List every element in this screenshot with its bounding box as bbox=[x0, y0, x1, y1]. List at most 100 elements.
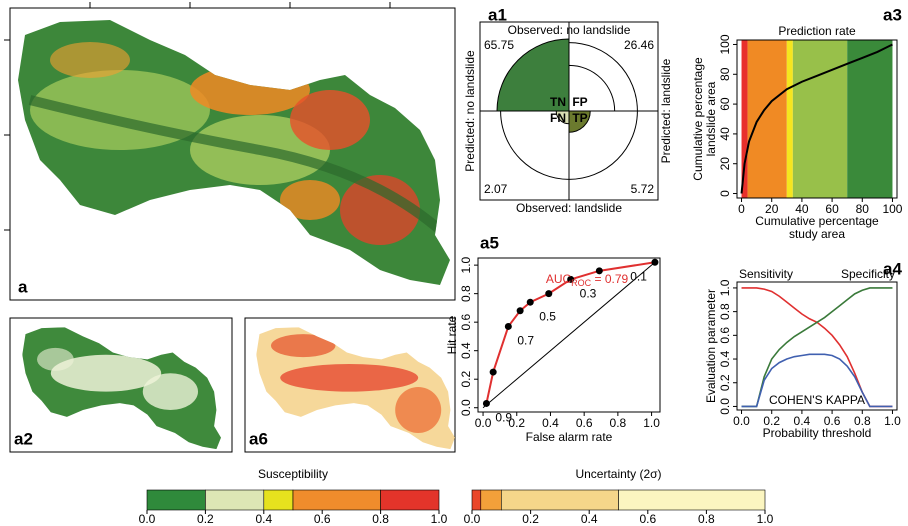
color-segment bbox=[264, 490, 293, 510]
y-tick-label: 0 bbox=[718, 190, 732, 197]
x-tick-label: 1.0 bbox=[431, 512, 448, 526]
x-tick-label: 0.8 bbox=[610, 416, 627, 430]
y-tick-label: 0.8 bbox=[718, 303, 732, 320]
point bbox=[483, 400, 490, 407]
colorbar-title: Susceptibility bbox=[258, 467, 328, 481]
y-axis-label: Cumulative percentage bbox=[691, 57, 705, 181]
right-label: Predicted: landslide bbox=[659, 58, 673, 163]
x-axis-label: False alarm rate bbox=[526, 430, 613, 444]
point-label: 0.5 bbox=[539, 309, 556, 323]
y-tick-label: 0.4 bbox=[718, 350, 732, 367]
y-tick-label: 80 bbox=[718, 67, 732, 81]
x-tick-label: 1.0 bbox=[643, 416, 660, 430]
panel-label: a2 bbox=[14, 429, 33, 448]
y-tick-label: 0.6 bbox=[459, 314, 473, 331]
x-tick-label: 0.0 bbox=[475, 416, 492, 430]
x-tick-label: 1.0 bbox=[884, 414, 901, 428]
color-segment bbox=[147, 490, 205, 510]
x-tick-label: 0.0 bbox=[733, 414, 750, 428]
x-tick-label: 0.8 bbox=[372, 512, 389, 526]
color-segment bbox=[472, 490, 481, 510]
panel-label: a6 bbox=[249, 429, 268, 448]
map-a2 bbox=[10, 318, 232, 456]
cell-name: TN bbox=[550, 95, 566, 109]
x-tick-label: 0.4 bbox=[542, 416, 559, 430]
x-tick-label: 0.4 bbox=[255, 512, 272, 526]
x-axis-label: Cumulative percentage bbox=[755, 214, 879, 228]
x-tick-label: 0.6 bbox=[639, 512, 656, 526]
x-axis-label: study area bbox=[789, 227, 845, 241]
x-tick-label: 0.0 bbox=[464, 512, 481, 526]
y-tick-label: 0.2 bbox=[718, 374, 732, 391]
y-tick-label: 0.0 bbox=[459, 399, 473, 416]
series-line bbox=[742, 288, 893, 407]
x-tick-label: 0.2 bbox=[508, 416, 525, 430]
map-a bbox=[0, 0, 460, 300]
point bbox=[505, 323, 512, 330]
band bbox=[748, 40, 787, 198]
title-main: AUC bbox=[546, 272, 572, 286]
y-tick-label: 0.0 bbox=[718, 398, 732, 415]
point-label: 0.1 bbox=[630, 269, 647, 283]
cell-value: 65.75 bbox=[484, 38, 514, 52]
x-tick-label: 0.8 bbox=[698, 512, 715, 526]
chart-title: Prediction rate bbox=[778, 24, 856, 38]
legend-label: COHEN'S KAPPA bbox=[769, 393, 865, 407]
y-axis-label: landslide area bbox=[704, 81, 718, 156]
y-tick-label: 1.0 bbox=[718, 279, 732, 296]
title-rest: = 0.79 bbox=[591, 272, 628, 286]
x-tick-label: 1.0 bbox=[757, 512, 774, 526]
y-axis-label: Hit rate bbox=[445, 315, 459, 354]
band bbox=[787, 40, 793, 198]
band bbox=[793, 40, 847, 198]
top-label: Observed: no landslide bbox=[508, 23, 631, 37]
y-tick-label: 1.0 bbox=[459, 256, 473, 273]
x-tick-label: 0.0 bbox=[139, 512, 156, 526]
y-tick-label: 100 bbox=[718, 34, 732, 54]
color-segment bbox=[619, 490, 766, 510]
x-tick-label: 0.2 bbox=[197, 512, 214, 526]
figure: a a2 a6 65.75TN26.46FP2.07FN5.72TPObserv… bbox=[0, 0, 908, 526]
color-segment bbox=[205, 490, 263, 510]
title-sub: ROC bbox=[571, 278, 592, 288]
color-segment bbox=[381, 490, 439, 510]
y-tick-label: 0.2 bbox=[459, 371, 473, 388]
panel-label: a1 bbox=[488, 5, 507, 24]
left-label: Predicted: no landslide bbox=[463, 50, 477, 172]
band bbox=[742, 40, 748, 198]
band bbox=[847, 40, 892, 198]
color-segment bbox=[293, 490, 381, 510]
cell-value: 2.07 bbox=[484, 182, 508, 196]
colorbar-title: Uncertainty (2σ) bbox=[575, 467, 661, 481]
color-segment bbox=[501, 490, 618, 510]
panel-label: a bbox=[18, 277, 28, 296]
x-tick-label: 0.4 bbox=[581, 512, 598, 526]
bottom-label: Observed: landslide bbox=[516, 201, 622, 215]
y-tick-label: 0.6 bbox=[718, 327, 732, 344]
panel-label: a5 bbox=[480, 233, 499, 252]
y-tick-label: 40 bbox=[718, 127, 732, 141]
x-axis-label: Probability threshold bbox=[763, 426, 872, 440]
legend-label: Sensitivity bbox=[739, 267, 793, 281]
y-tick-label: 0.4 bbox=[459, 342, 473, 359]
x-tick-label: 0.6 bbox=[314, 512, 331, 526]
point bbox=[545, 290, 552, 297]
point bbox=[490, 369, 497, 376]
cell-name: FN bbox=[550, 111, 566, 125]
cell-name: FP bbox=[572, 95, 587, 109]
x-tick-label: 0 bbox=[738, 202, 745, 216]
color-segment bbox=[481, 490, 502, 510]
x-tick-label: 0.6 bbox=[576, 416, 593, 430]
point-label: 0.3 bbox=[580, 287, 597, 301]
panel-label: a4 bbox=[883, 259, 902, 278]
cell-value: 26.46 bbox=[624, 38, 654, 52]
cell-name: TP bbox=[572, 111, 587, 125]
series-line bbox=[742, 288, 893, 407]
point-label: 0.7 bbox=[517, 334, 534, 348]
point bbox=[527, 299, 534, 306]
y-tick-label: 0.8 bbox=[459, 285, 473, 302]
map-a6 bbox=[245, 318, 460, 456]
y-axis-label: Evaluation parameter bbox=[704, 289, 718, 403]
panel-label: a3 bbox=[883, 5, 902, 24]
x-tick-label: 100 bbox=[882, 202, 902, 216]
